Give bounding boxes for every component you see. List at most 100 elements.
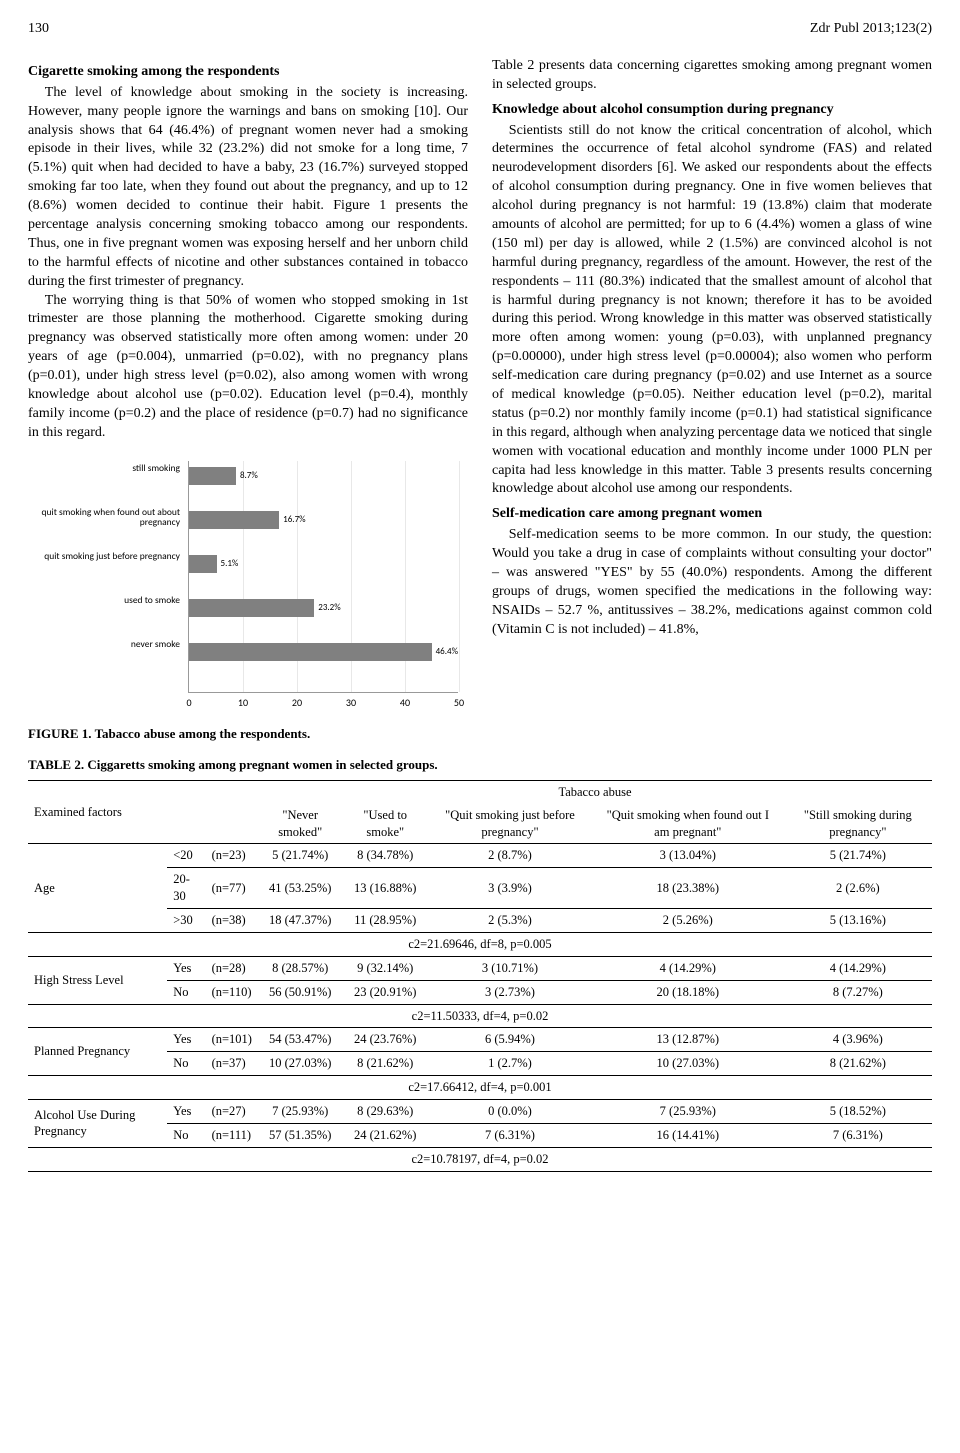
table-subkey: 20-30	[167, 868, 205, 909]
table-2-caption: TABLE 2. Ciggaretts smoking among pregna…	[28, 756, 932, 774]
body-paragraph: Table 2 presents data concerning cigaret…	[492, 57, 932, 95]
table-cell: 2 (8.7%)	[428, 844, 592, 868]
chart-bar	[189, 467, 236, 485]
table-cell: 13 (12.87%)	[592, 1028, 784, 1052]
page-header: 130 Zdr Publ 2013;123(2)	[28, 20, 932, 39]
table-group-label: Planned Pregnancy	[28, 1028, 167, 1076]
chart-value-label: 46.4%	[436, 646, 458, 658]
table-cell: 4 (14.29%)	[784, 956, 932, 980]
chart-bar	[189, 599, 314, 617]
table-subkey: No	[167, 980, 205, 1004]
chart-x-tick: 0	[186, 696, 191, 710]
table-n: (n=37)	[206, 1052, 258, 1076]
chart-category-label: never smoke	[28, 639, 180, 649]
table-cell: 7 (25.93%)	[258, 1100, 342, 1124]
table-n: (n=23)	[206, 844, 258, 868]
table-chi-row: c2=21.69646, df=8, p=0.005	[28, 932, 932, 956]
table-n: (n=38)	[206, 909, 258, 933]
table-cell: 18 (23.38%)	[592, 868, 784, 909]
table-cell: 24 (23.76%)	[342, 1028, 428, 1052]
table-cell: 2 (5.26%)	[592, 909, 784, 933]
section-heading-selfmed: Self-medication care among pregnant wome…	[492, 505, 932, 524]
table-cell: 7 (25.93%)	[592, 1100, 784, 1124]
table-n: (n=27)	[206, 1100, 258, 1124]
table-cell: 54 (53.47%)	[258, 1028, 342, 1052]
table-2: Examined factorsTabacco abuse"Never smok…	[28, 780, 932, 1172]
chart-value-label: 5.1%	[221, 558, 239, 570]
table-cell: 3 (2.73%)	[428, 980, 592, 1004]
table-cell: 5 (21.74%)	[784, 844, 932, 868]
table-column-header: "Still smoking during pregnancy"	[784, 804, 932, 844]
table-group-label: Alcohol Use During Pregnancy	[28, 1100, 167, 1148]
table-column-header: "Used to smoke"	[342, 804, 428, 844]
body-paragraph: The worrying thing is that 50% of women …	[28, 292, 468, 443]
table-cell: 5 (18.52%)	[784, 1100, 932, 1124]
chart-bar	[189, 643, 432, 661]
table-chi-row: c2=10.78197, df=4, p=0.02	[28, 1147, 932, 1171]
table-cell: 0 (0.0%)	[428, 1100, 592, 1124]
table-row: Age<20(n=23)5 (21.74%)8 (34.78%)2 (8.7%)…	[28, 844, 932, 868]
table-row: Alcohol Use During PregnancyYes(n=27)7 (…	[28, 1100, 932, 1124]
table-row: Planned PregnancyYes(n=101)54 (53.47%)24…	[28, 1028, 932, 1052]
table-n: (n=110)	[206, 980, 258, 1004]
table-group-label: Age	[28, 844, 167, 933]
section-heading-smoking: Cigarette smoking among the respondents	[28, 63, 468, 82]
table-cell: 18 (47.37%)	[258, 909, 342, 933]
journal-ref: Zdr Publ 2013;123(2)	[810, 20, 932, 39]
body-paragraph: The level of knowledge about smoking in …	[28, 84, 468, 292]
page-number-left: 130	[28, 20, 49, 39]
table-row: High Stress LevelYes(n=28)8 (28.57%)9 (3…	[28, 956, 932, 980]
table-cell: 4 (3.96%)	[784, 1028, 932, 1052]
chart-x-tick: 30	[346, 696, 356, 710]
table-cell: 13 (16.88%)	[342, 868, 428, 909]
table-cell: 41 (53.25%)	[258, 868, 342, 909]
table-cell: 8 (21.62%)	[342, 1052, 428, 1076]
table-group-label: High Stress Level	[28, 956, 167, 1004]
table-n: (n=111)	[206, 1123, 258, 1147]
table-cell: 20 (18.18%)	[592, 980, 784, 1004]
chart-category-label: still smoking	[28, 463, 180, 473]
table-cell: 8 (21.62%)	[784, 1052, 932, 1076]
table-cell: 3 (3.9%)	[428, 868, 592, 909]
table-column-header: "Never smoked"	[258, 804, 342, 844]
table-head-span: Tabacco abuse	[258, 780, 932, 803]
chart-bar	[189, 511, 279, 529]
table-n: (n=101)	[206, 1028, 258, 1052]
table-subkey: Yes	[167, 1100, 205, 1124]
chart-x-tick: 50	[454, 696, 464, 710]
table-n: (n=77)	[206, 868, 258, 909]
table-cell: 10 (27.03%)	[592, 1052, 784, 1076]
section-heading-alcohol: Knowledge about alcohol consumption duri…	[492, 101, 932, 120]
table-cell: 7 (6.31%)	[784, 1123, 932, 1147]
chart-category-label: quit smoking when found out about pregna…	[28, 507, 180, 528]
chart-value-label: 23.2%	[318, 602, 340, 614]
table-subkey: >30	[167, 909, 205, 933]
table-cell: 7 (6.31%)	[428, 1123, 592, 1147]
table-cell: 23 (20.91%)	[342, 980, 428, 1004]
left-column: Cigarette smoking among the respondents …	[28, 57, 468, 748]
table-cell: 9 (32.14%)	[342, 956, 428, 980]
table-n: (n=28)	[206, 956, 258, 980]
table-cell: 8 (7.27%)	[784, 980, 932, 1004]
table-cell: 2 (5.3%)	[428, 909, 592, 933]
figure-1-caption: FIGURE 1. Tabacco abuse among the respon…	[28, 725, 468, 743]
chart-category-label: used to smoke	[28, 595, 180, 605]
chart-category-label: quit smoking just before pregnancy	[28, 551, 180, 561]
table-cell: 8 (34.78%)	[342, 844, 428, 868]
table-cell: 56 (50.91%)	[258, 980, 342, 1004]
table-cell: 6 (5.94%)	[428, 1028, 592, 1052]
chart-value-label: 16.7%	[283, 514, 305, 526]
body-paragraph: Scientists still do not know the critica…	[492, 122, 932, 500]
chart-x-tick: 20	[292, 696, 302, 710]
table-cell: 5 (21.74%)	[258, 844, 342, 868]
figure-1-chart: 010203040508.7%16.7%5.1%23.2%46.4% still…	[28, 457, 468, 717]
table-cell: 5 (13.16%)	[784, 909, 932, 933]
table-subkey: Yes	[167, 956, 205, 980]
right-column: Table 2 presents data concerning cigaret…	[492, 57, 932, 748]
chart-value-label: 8.7%	[240, 470, 258, 482]
table-chi-row: c2=11.50333, df=4, p=0.02	[28, 1004, 932, 1028]
table-cell: 11 (28.95%)	[342, 909, 428, 933]
table-subkey: No	[167, 1052, 205, 1076]
table-column-header: "Quit smoking just before pregnancy"	[428, 804, 592, 844]
chart-bar	[189, 555, 217, 573]
